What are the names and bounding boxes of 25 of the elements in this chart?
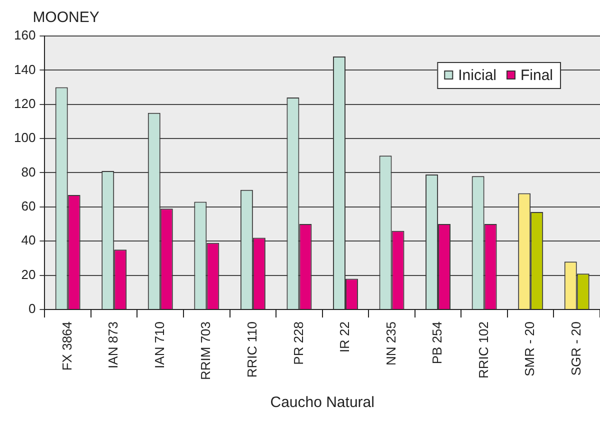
- y-tick-label: 120: [14, 96, 36, 111]
- x-tick-label: NN 235: [383, 321, 398, 366]
- x-tick-label: IAN 710: [152, 321, 167, 368]
- y-axis-title: MOONEY: [32, 9, 100, 26]
- x-tick-label: RRIM 703: [198, 321, 214, 380]
- x-tick-label: PB 254: [430, 321, 445, 364]
- x-tick-label: IR 22: [337, 321, 352, 353]
- y-tick-label: 60: [21, 198, 36, 214]
- y-tick-label: 40: [21, 232, 36, 248]
- x-axis-title: Caucho Natural: [270, 394, 374, 412]
- y-tick-label: 140: [14, 62, 36, 77]
- x-tick-label: RRIC 102: [476, 321, 491, 379]
- y-tick-label: 80: [21, 164, 36, 180]
- x-tick-label: FX 3864: [59, 321, 74, 371]
- legend-label: Inicial: [458, 67, 496, 84]
- x-tick-label: SMR - 20: [522, 321, 538, 376]
- x-tick-label: PR 228: [290, 321, 306, 365]
- y-tick-label: 160: [14, 28, 36, 43]
- y-tick-label: 20: [21, 266, 36, 282]
- x-tick-label: IAN 873: [106, 321, 121, 368]
- legend-label: Final: [520, 67, 554, 84]
- y-tick-label: 0: [28, 301, 36, 316]
- y-tick-label: 100: [14, 130, 36, 146]
- x-tick-label: RRIC 110: [244, 321, 260, 378]
- x-tick-label: SGR - 20: [568, 321, 584, 376]
